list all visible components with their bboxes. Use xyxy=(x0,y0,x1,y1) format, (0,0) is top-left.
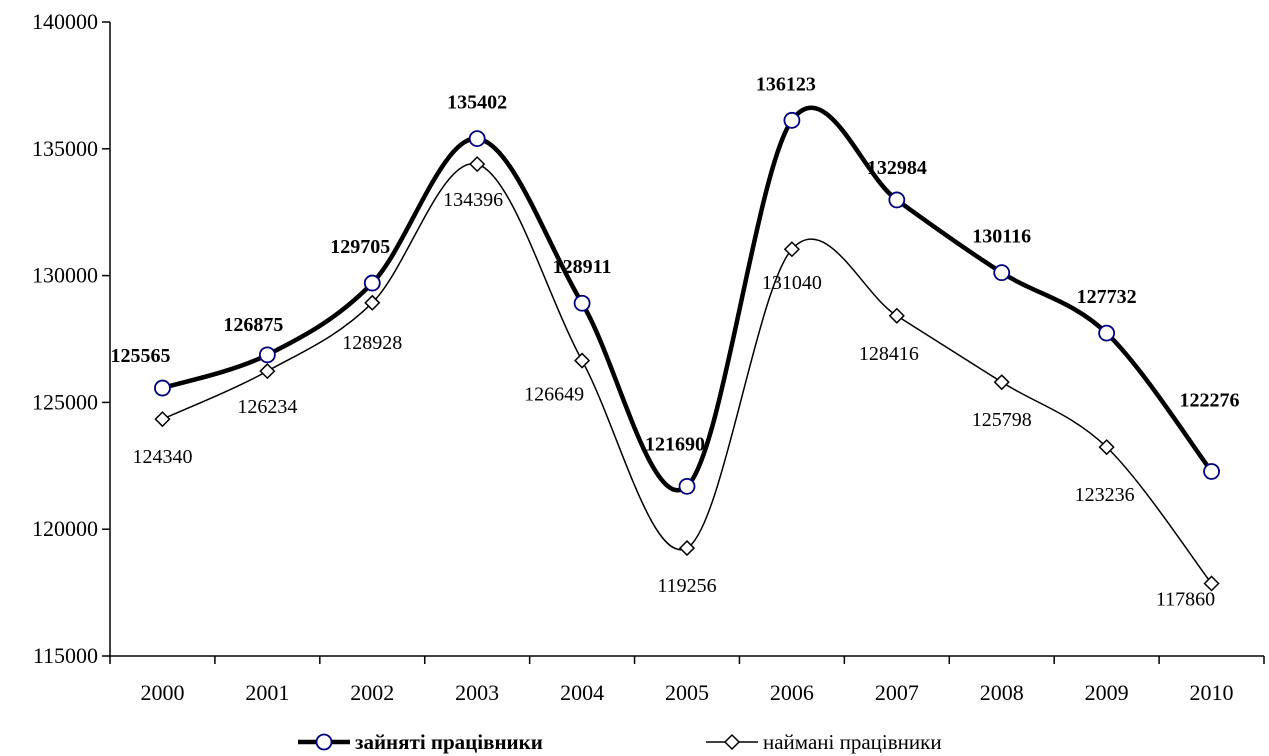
data-point-circle xyxy=(888,191,906,209)
data-label: 126875 xyxy=(223,314,283,336)
data-point-diamond xyxy=(1203,575,1220,592)
data-label: 134396 xyxy=(443,189,503,211)
data-point-diamond xyxy=(888,307,905,324)
series-markers xyxy=(154,111,1220,592)
data-label: 117860 xyxy=(1156,588,1215,610)
data-label: 136123 xyxy=(756,73,816,95)
data-point-diamond xyxy=(469,156,486,173)
series-line-2 xyxy=(161,163,1213,585)
data-label: 128911 xyxy=(553,256,612,278)
data-point-circle xyxy=(363,274,381,292)
data-point-circle xyxy=(783,111,801,129)
axes: 115000 120000 125000 130000 135000 140000 2000… xyxy=(32,9,1265,705)
x-tick-label: 2010 xyxy=(1190,680,1234,705)
legend-marker-circle xyxy=(315,733,333,751)
data-label: 130116 xyxy=(972,226,1031,248)
data-point-circle xyxy=(1098,324,1116,342)
y-tick-label: 120000 xyxy=(32,516,98,541)
data-label: 125565 xyxy=(110,345,170,367)
data-labels: 125565 126875 129705 135402 128911 121690 1361… xyxy=(110,73,1239,610)
x-tick-label: 2004 xyxy=(560,680,604,705)
legend-label-1: зайняті працівники xyxy=(355,730,543,754)
data-label: 129705 xyxy=(330,236,390,258)
x-tick-label: 2006 xyxy=(770,680,814,705)
data-label: 119256 xyxy=(657,575,716,597)
data-point-diamond xyxy=(1098,439,1115,456)
legend-marker-diamond xyxy=(723,733,741,751)
data-point-diamond xyxy=(259,363,276,380)
data-label: 125798 xyxy=(972,409,1032,431)
series-lines xyxy=(160,105,1214,585)
x-tick-label: 2000 xyxy=(140,680,184,705)
data-point-circle xyxy=(993,264,1011,282)
y-tick-label: 115000 xyxy=(33,643,98,668)
data-label: 121690 xyxy=(645,433,705,455)
x-tick-label: 2008 xyxy=(980,680,1024,705)
x-tick-label: 2003 xyxy=(455,680,499,705)
data-point-diamond xyxy=(154,411,171,428)
data-label: 123236 xyxy=(1075,484,1135,506)
data-point-diamond xyxy=(364,294,381,311)
data-label: 122276 xyxy=(1180,389,1240,411)
data-label: 131040 xyxy=(762,272,822,294)
data-point-circle xyxy=(573,294,591,312)
data-label: 126234 xyxy=(237,396,297,418)
x-tick-label: 2001 xyxy=(245,680,289,705)
data-label: 128928 xyxy=(342,332,402,354)
x-tick-label: 2002 xyxy=(350,680,394,705)
data-label: 126649 xyxy=(524,384,584,406)
y-tick-label: 130000 xyxy=(32,263,98,288)
legend: зайняті працівники наймані працівники xyxy=(298,730,942,754)
x-tick-label: 2005 xyxy=(665,680,709,705)
y-tick-label: 125000 xyxy=(32,389,98,414)
data-point-circle xyxy=(154,379,171,397)
legend-label-2: наймані працівники xyxy=(763,730,942,754)
data-point-circle xyxy=(258,346,276,364)
x-tick-label: 2007 xyxy=(875,680,919,705)
x-tick-label: 2009 xyxy=(1085,680,1129,705)
data-point-circle xyxy=(678,477,696,495)
data-label: 124340 xyxy=(132,446,192,468)
y-tick-label: 140000 xyxy=(32,9,98,34)
data-label: 127732 xyxy=(1077,286,1137,308)
data-point-diamond xyxy=(574,352,591,369)
data-point-circle xyxy=(468,130,486,148)
data-point-diamond xyxy=(678,540,696,557)
y-tick-label: 135000 xyxy=(32,136,98,161)
data-point-diamond xyxy=(783,241,800,258)
data-label: 135402 xyxy=(447,92,507,114)
data-point-circle xyxy=(1203,463,1220,480)
data-point-diamond xyxy=(993,374,1010,391)
data-label: 132984 xyxy=(867,157,927,179)
data-label: 128416 xyxy=(859,343,919,365)
